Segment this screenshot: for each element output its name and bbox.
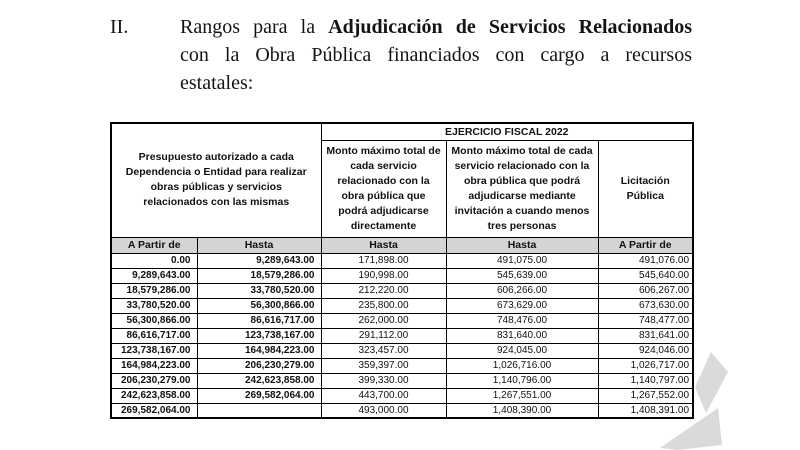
cell-licitacion-publica: 545,640.00 (597, 267, 694, 284)
cell-adjudicacion-directa: 493,000.00 (320, 402, 447, 419)
ranges-table: Presupuesto autorizado a cada Dependenci… (110, 122, 695, 419)
table-row: 18,579,286.00 33,780,520.00 212,220.00 606,… (110, 282, 694, 299)
cell-invitacion-tres-personas: 1,140,796.00 (445, 372, 599, 389)
cell-licitacion-publica: 748,477.00 (597, 312, 694, 329)
cell-licitacion-publica: 1,140,797.00 (597, 372, 694, 389)
budget-group-header: Presupuesto autorizado a cada Dependenci… (110, 122, 322, 238)
cell-invitacion-tres-personas: 1,408,390.00 (445, 402, 599, 419)
cell-a-partir-de: 164,984,223.00 (110, 357, 198, 374)
cell-hasta: 123,738,167.00 (196, 327, 322, 344)
cell-adjudicacion-directa: 190,998.00 (320, 267, 447, 284)
cell-hasta: 33,780,520.00 (196, 282, 322, 299)
cell-hasta: 206,230,279.00 (196, 357, 322, 374)
cell-hasta: 18,579,286.00 (196, 267, 322, 284)
cell-adjudicacion-directa: 323,457.00 (320, 342, 447, 359)
cell-adjudicacion-directa: 291,112.00 (320, 327, 447, 344)
table-row: 206,230,279.00 242,623,858.00 399,330.00 1,… (110, 372, 694, 389)
cell-adjudicacion-directa: 235,800.00 (320, 297, 447, 314)
cell-invitacion-tres-personas: 924,045.00 (445, 342, 599, 359)
heading-line1-regular: Rangos para la (180, 16, 329, 38)
section-numeral: II. (110, 16, 129, 38)
column-header-row: Monto máximo total de cada servicio rela… (111, 139, 694, 238)
cell-invitacion-tres-personas: 748,476.00 (445, 312, 599, 329)
cell-hasta: 86,616,717.00 (196, 312, 322, 329)
cell-invitacion-tres-personas: 831,640.00 (445, 327, 599, 344)
subheader-hasta-1: Hasta (196, 236, 322, 254)
cell-a-partir-de: 206,230,279.00 (110, 372, 198, 389)
heading-line-1: Rangos para la Adjudicación de Servicios… (180, 13, 692, 41)
cell-a-partir-de: 242,623,858.00 (110, 387, 198, 404)
subheader-hasta-3: Hasta (445, 236, 599, 254)
cell-hasta: 9,289,643.00 (196, 252, 322, 269)
cell-licitacion-publica: 673,630.00 (597, 297, 694, 314)
table-row: 9,289,643.00 18,579,286.00 190,998.00 545,6… (110, 267, 694, 284)
subheader-a-partir-de-2: A Partir de (597, 236, 694, 254)
cell-invitacion-tres-personas: 1,267,551.00 (445, 387, 599, 404)
cell-invitacion-tres-personas: 545,639.00 (445, 267, 599, 284)
cell-hasta (196, 402, 322, 419)
public-bid-header: Licitación Pública (597, 139, 694, 238)
table-row: 269,582,064.00 493,000.00 1,408,390.00 1,40… (110, 402, 694, 419)
cell-a-partir-de: 0.00 (110, 252, 198, 269)
cell-a-partir-de: 269,582,064.00 (110, 402, 198, 419)
cell-hasta: 242,623,858.00 (196, 372, 322, 389)
cell-licitacion-publica: 924,046.00 (597, 342, 694, 359)
section-heading: II. Rangos para la Adjudicación de Servi… (110, 13, 692, 97)
table-row: 86,616,717.00 123,738,167.00 291,112.00 831… (110, 327, 694, 344)
heading-line-2: con la Obra Pública financiados con carg… (180, 44, 692, 66)
fiscal-year-header: EJERCICIO FISCAL 2022 (320, 122, 694, 141)
cell-hasta: 56,300,866.00 (196, 297, 322, 314)
cell-licitacion-publica: 1,408,391.00 (597, 402, 694, 419)
fiscal-header-row: Presupuesto autorizado a cada Dependenci… (110, 122, 694, 238)
cell-a-partir-de: 56,300,866.00 (110, 312, 198, 329)
cell-a-partir-de: 18,579,286.00 (110, 282, 198, 299)
cell-licitacion-publica: 831,641.00 (597, 327, 694, 344)
table-body: 0.00 9,289,643.00 171,898.00 491,075.00 491,… (110, 252, 694, 419)
cell-a-partir-de: 33,780,520.00 (110, 297, 198, 314)
cell-hasta: 164,984,223.00 (196, 342, 322, 359)
table-row: 56,300,866.00 86,616,717.00 262,000.00 748,… (110, 312, 694, 329)
subheader-a-partir-de: A Partir de (110, 236, 198, 254)
cell-licitacion-publica: 491,076.00 (597, 252, 694, 269)
subheader-hasta-2: Hasta (320, 236, 447, 254)
cell-adjudicacion-directa: 171,898.00 (320, 252, 447, 269)
table-row: 33,780,520.00 56,300,866.00 235,800.00 673,… (110, 297, 694, 314)
table-row: 123,738,167.00 164,984,223.00 323,457.00 92… (110, 342, 694, 359)
heading-line-3: estatales: (180, 72, 254, 94)
cell-a-partir-de: 123,738,167.00 (110, 342, 198, 359)
heading-line1-bold: Adjudicación de Servicios Relacionados (328, 16, 692, 38)
cell-a-partir-de: 9,289,643.00 (110, 267, 198, 284)
direct-award-header: Monto máximo total de cada servicio rela… (320, 139, 447, 238)
cell-adjudicacion-directa: 262,000.00 (320, 312, 447, 329)
cell-adjudicacion-directa: 212,220.00 (320, 282, 447, 299)
subheader-row: A Partir de Hasta Hasta Hasta A Partir d… (110, 236, 694, 254)
public-bid-header-label: Licitación Pública (620, 174, 670, 202)
table-row: 0.00 9,289,643.00 171,898.00 491,075.00 491,… (110, 252, 694, 269)
table-row: 164,984,223.00 206,230,279.00 359,397.00 1,… (110, 357, 694, 374)
cell-licitacion-publica: 1,026,717.00 (597, 357, 694, 374)
cell-adjudicacion-directa: 359,397.00 (320, 357, 447, 374)
cell-hasta: 269,582,064.00 (196, 387, 322, 404)
cell-a-partir-de: 86,616,717.00 (110, 327, 198, 344)
invitation-header: Monto máximo total de cada servicio rela… (445, 139, 599, 238)
cell-invitacion-tres-personas: 491,075.00 (445, 252, 599, 269)
cell-adjudicacion-directa: 443,700.00 (320, 387, 447, 404)
cell-licitacion-publica: 606,267.00 (597, 282, 694, 299)
cell-invitacion-tres-personas: 1,026,716.00 (445, 357, 599, 374)
cell-invitacion-tres-personas: 673,629.00 (445, 297, 599, 314)
watermark-shape (660, 352, 728, 450)
cell-adjudicacion-directa: 399,330.00 (320, 372, 447, 389)
cell-invitacion-tres-personas: 606,266.00 (445, 282, 599, 299)
table-row: 242,623,858.00 269,582,064.00 443,700.00 1,… (110, 387, 694, 404)
cell-licitacion-publica: 1,267,552.00 (597, 387, 694, 404)
